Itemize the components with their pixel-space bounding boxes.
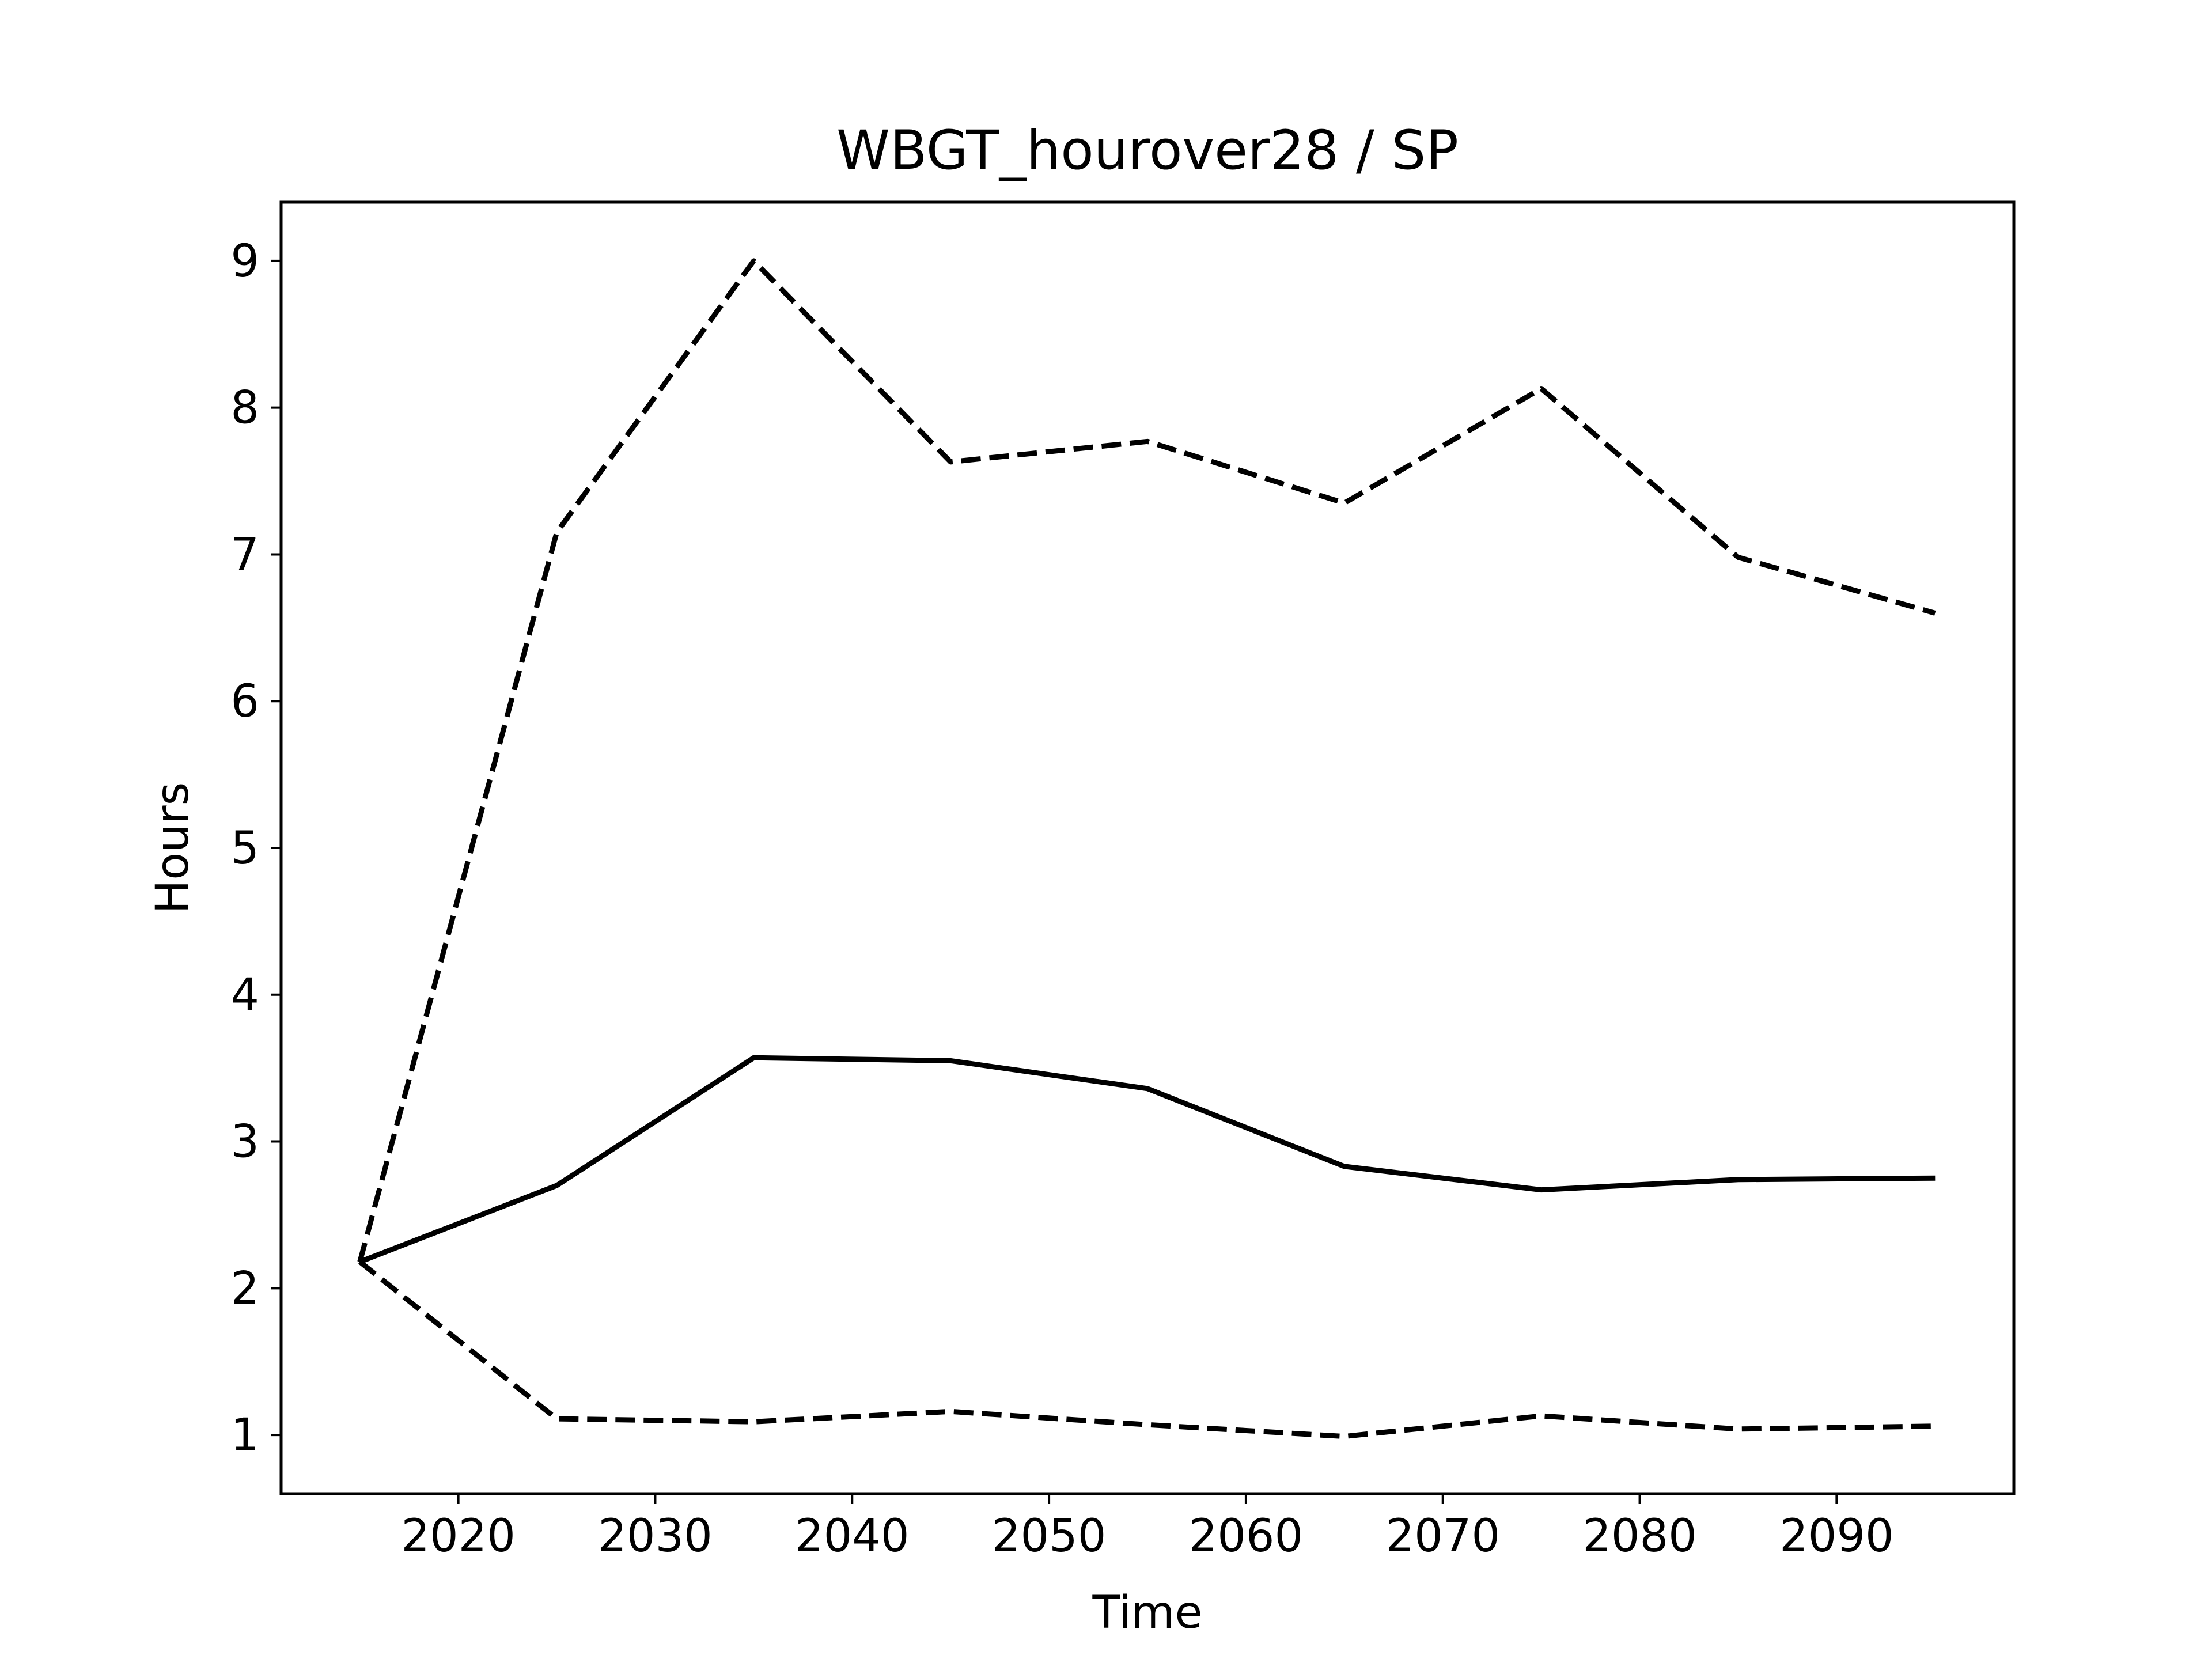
y-tick-label: 4 xyxy=(230,969,259,1021)
x-tick-label: 2090 xyxy=(1779,1510,1894,1562)
chart-title: WBGT_hourover28 / SP xyxy=(836,119,1459,182)
x-axis-label: Time xyxy=(1092,1587,1203,1639)
x-tick-label: 2060 xyxy=(1189,1510,1304,1562)
x-axis-ticks: 2020 2030 2040 2050 2060 2070 2080 2090 xyxy=(401,1494,1894,1562)
series-layer xyxy=(357,258,1936,1440)
y-axis-label: Hours xyxy=(147,782,199,914)
y-tick-label: 5 xyxy=(230,823,259,874)
y-tick-label: 7 xyxy=(230,529,259,581)
y-axis-ticks: 1 2 3 4 5 6 7 8 9 xyxy=(230,236,281,1461)
x-tick-label: 2040 xyxy=(795,1510,910,1562)
y-tick-label: 8 xyxy=(230,382,259,434)
x-tick-label: 2030 xyxy=(598,1510,713,1562)
x-tick-label: 2020 xyxy=(401,1510,516,1562)
series-line-2 xyxy=(359,1055,1936,1264)
y-tick-label: 9 xyxy=(230,236,259,287)
y-tick-label: 6 xyxy=(230,676,259,728)
y-tick-label: 1 xyxy=(230,1410,259,1461)
series-line-1 xyxy=(357,258,1936,1263)
x-tick-label: 2080 xyxy=(1582,1510,1697,1562)
series-line-3 xyxy=(358,1259,1936,1440)
x-tick-label: 2050 xyxy=(992,1510,1107,1562)
y-tick-label: 2 xyxy=(230,1263,259,1315)
plot-frame xyxy=(279,200,2016,1495)
y-tick-label: 3 xyxy=(230,1116,259,1168)
x-tick-label: 2070 xyxy=(1385,1510,1500,1562)
